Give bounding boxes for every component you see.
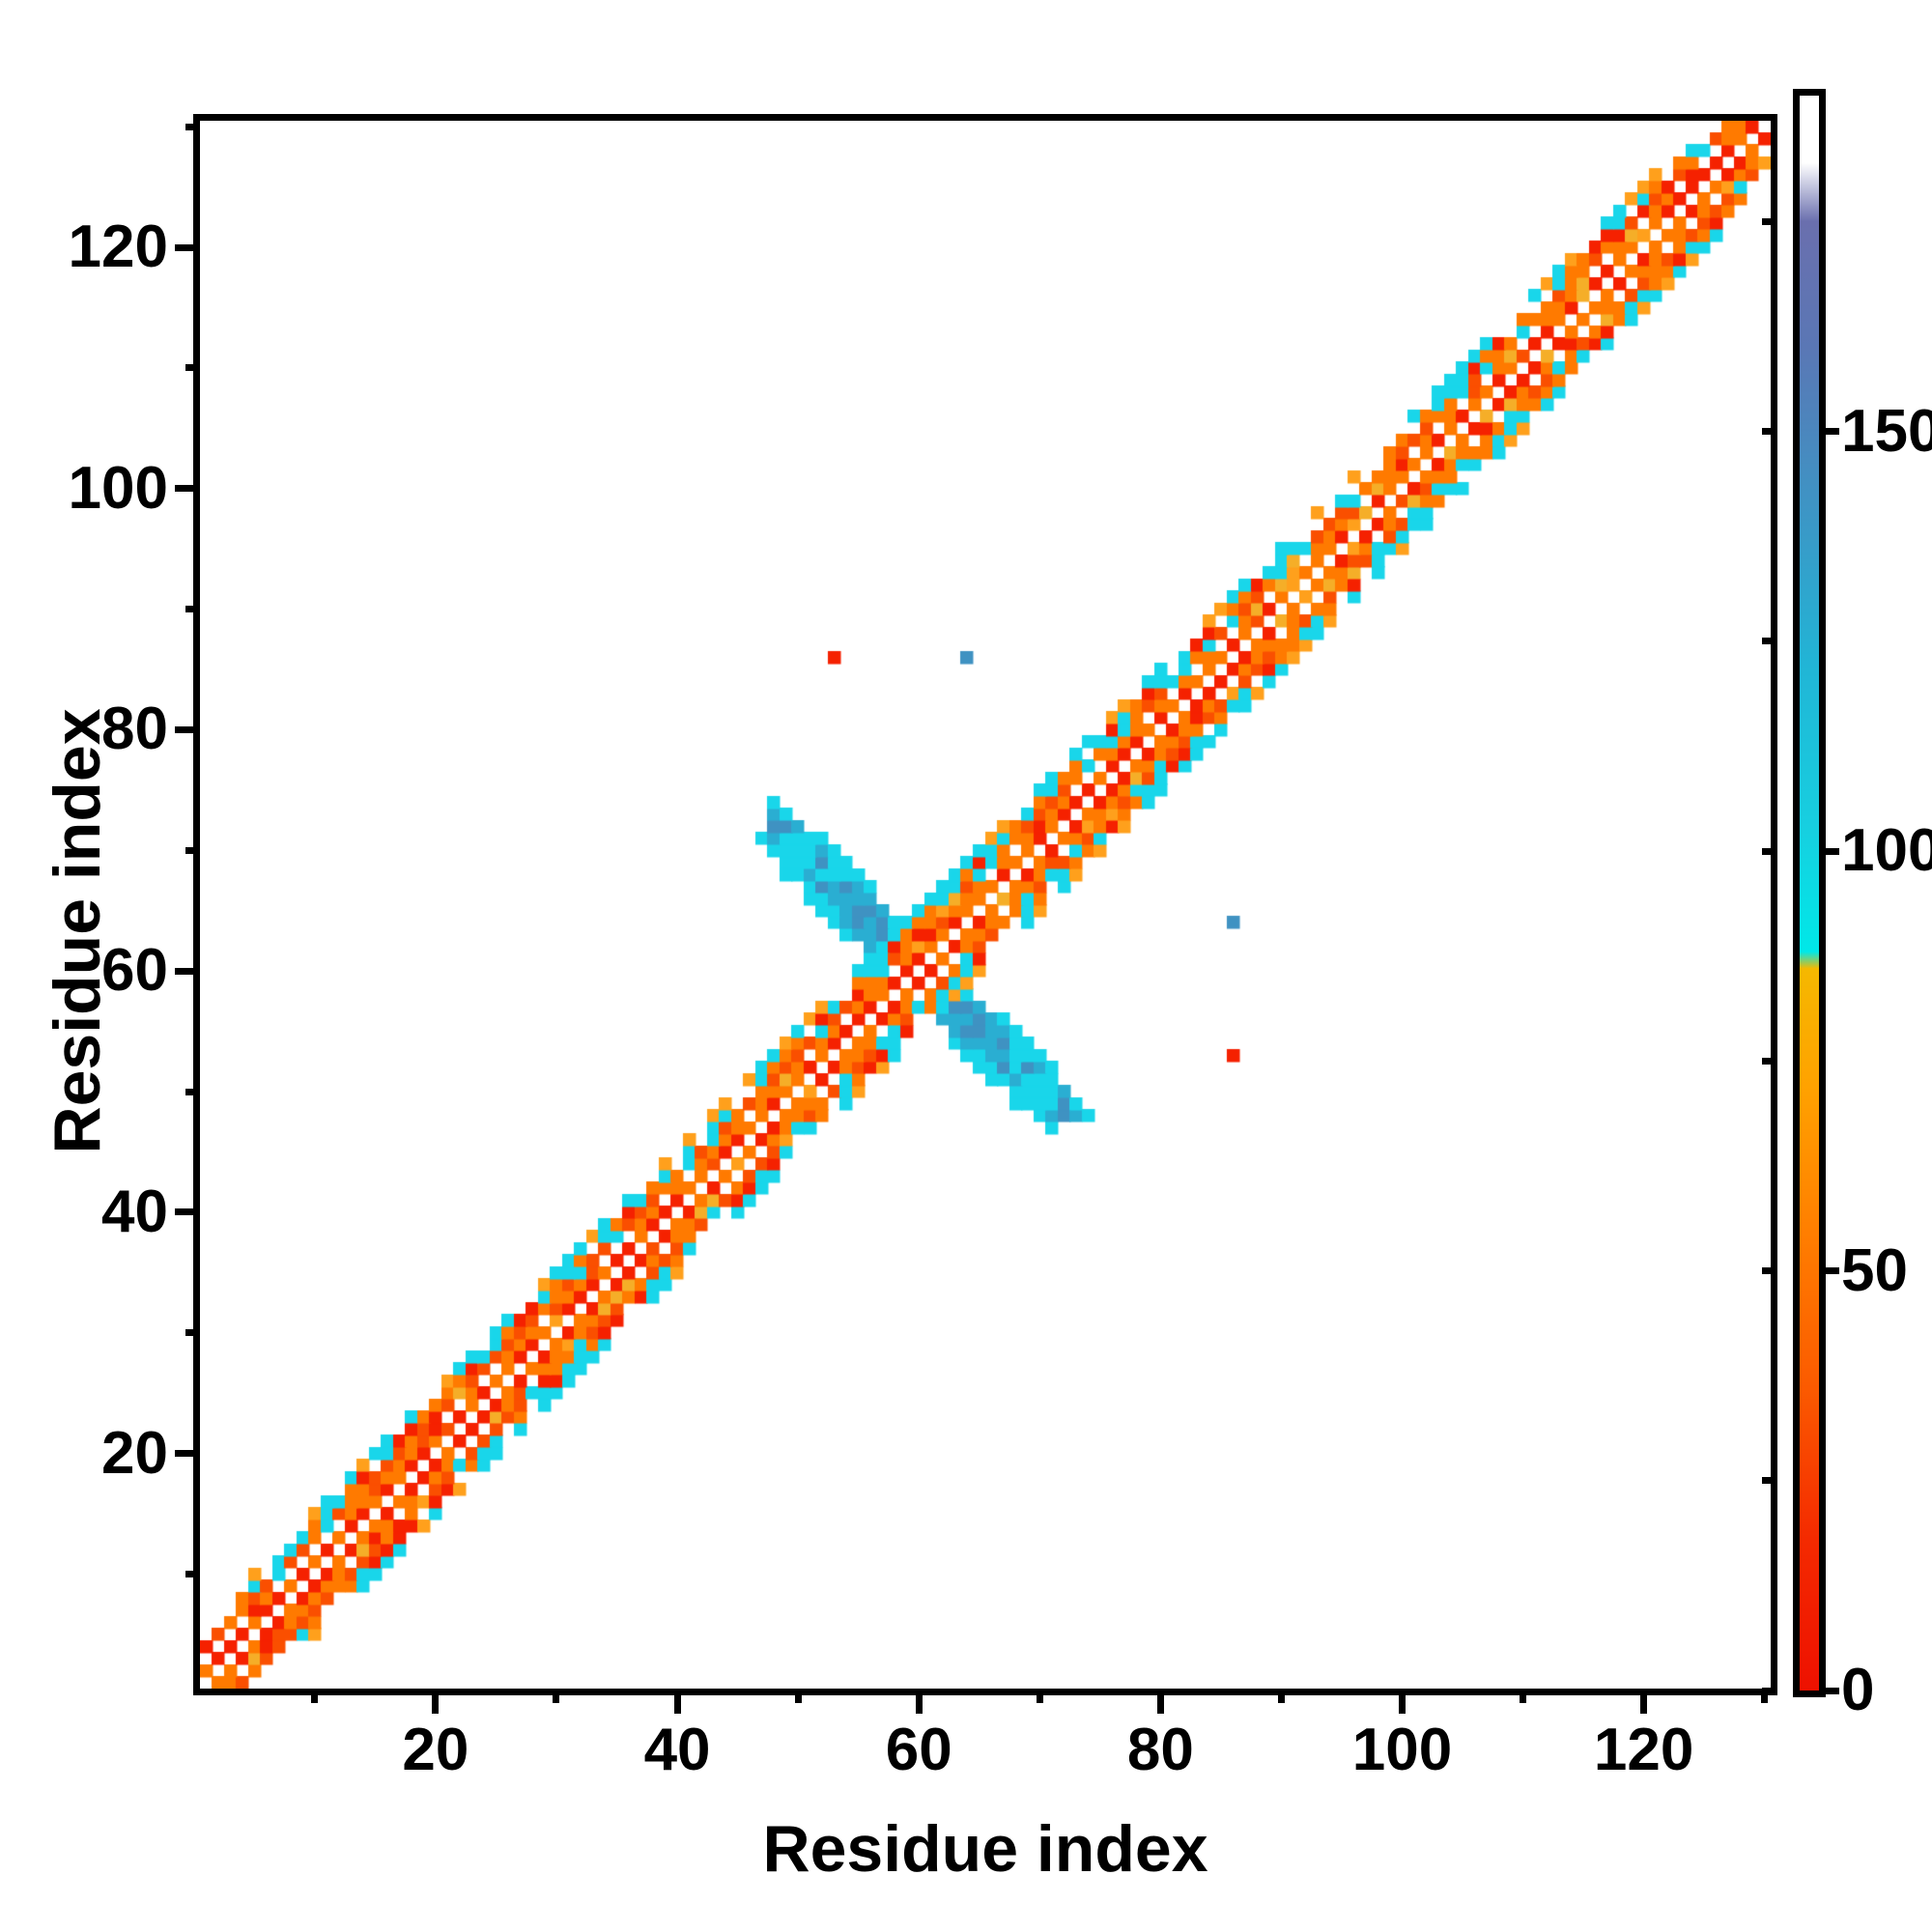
x-tick	[1277, 1689, 1285, 1703]
x-tick-label: 20	[402, 1717, 469, 1783]
x-tick	[1036, 1689, 1043, 1703]
y-tick	[175, 1450, 200, 1458]
y-tick	[185, 364, 200, 372]
colorbar-tick-label: 150	[1841, 397, 1932, 465]
x-tick	[673, 1689, 681, 1714]
x-tick	[1520, 1689, 1527, 1703]
x-tick	[311, 1689, 319, 1703]
x-tick	[794, 1689, 802, 1703]
colorbar-tick-label: 100	[1841, 817, 1932, 885]
x-tick-label: 40	[643, 1717, 711, 1783]
y-tick-label: 20	[101, 1419, 168, 1487]
plot-right-minor-tick	[1762, 638, 1777, 645]
x-tick-label: 100	[1351, 1717, 1453, 1783]
plot-right-minor-tick	[1762, 847, 1777, 855]
y-tick-label: 120	[68, 213, 168, 281]
colorbar-tick	[1826, 1267, 1839, 1275]
plot-right-minor-tick	[1762, 217, 1777, 225]
x-tick	[432, 1689, 440, 1714]
y-tick	[185, 606, 200, 613]
colorbar: 0 50 100 150	[1793, 89, 1932, 1720]
colorbar-tick-label: 0	[1841, 1657, 1875, 1723]
y-tick	[175, 967, 200, 975]
x-tick	[915, 1689, 923, 1714]
y-tick	[185, 123, 200, 130]
plot-right-minor-tick	[1762, 1057, 1777, 1065]
y-tick	[175, 725, 200, 733]
y-tick	[175, 485, 200, 493]
plot-right-minor-tick	[1762, 1477, 1777, 1485]
colorbar-tick	[1826, 1687, 1839, 1694]
heatmap-plot-area	[193, 114, 1777, 1695]
x-tick-label: 80	[1126, 1717, 1194, 1783]
x-tick	[1399, 1689, 1406, 1714]
y-tick-label: 80	[101, 696, 168, 763]
y-tick	[185, 1329, 200, 1337]
colorbar-tick	[1826, 847, 1839, 855]
y-tick	[175, 243, 200, 251]
x-tick-label: 60	[885, 1717, 952, 1783]
colorbar-tick	[1826, 428, 1839, 436]
y-tick	[185, 846, 200, 854]
y-tick-label: 60	[101, 937, 168, 1005]
colorbar-gradient	[1793, 89, 1826, 1697]
colorbar-gradient-fill	[1800, 96, 1819, 1690]
plot-right-minor-tick	[1762, 1267, 1777, 1275]
y-tick-label: 100	[68, 454, 168, 522]
x-tick	[1761, 1689, 1769, 1703]
x-tick	[1156, 1689, 1164, 1714]
x-tick	[553, 1689, 560, 1703]
x-tick-label: 120	[1593, 1717, 1694, 1783]
contact-map-canvas	[200, 121, 1771, 1689]
plot-right-minor-tick	[1762, 1687, 1777, 1694]
x-axis-title: Residue index	[762, 1812, 1208, 1886]
y-tick-label: 40	[101, 1178, 168, 1245]
y-tick	[175, 1208, 200, 1216]
y-tick	[185, 1088, 200, 1095]
y-tick	[185, 1570, 200, 1577]
plot-right-minor-tick	[1762, 428, 1777, 436]
y-axis-title: Residue index	[41, 708, 114, 1154]
x-tick	[1640, 1689, 1648, 1714]
colorbar-tick-label: 50	[1841, 1236, 1908, 1304]
